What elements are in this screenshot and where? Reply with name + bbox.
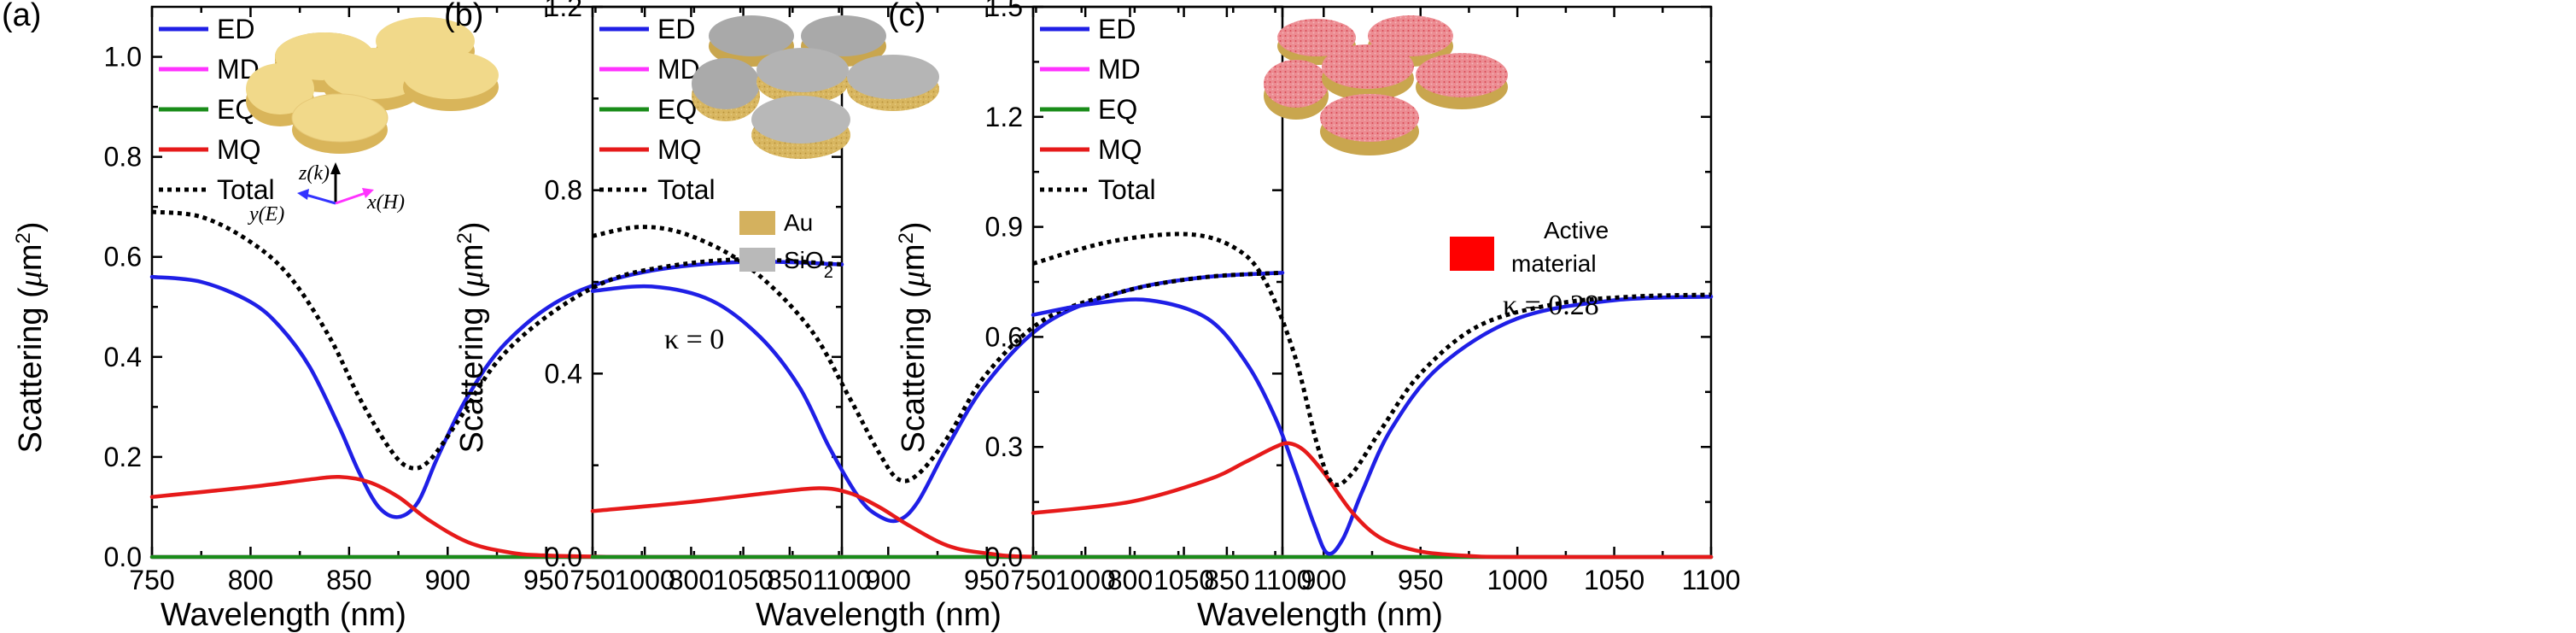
panel-a: (a) Scattering (μm2) Wavelength (nm) 750… xyxy=(2,0,871,633)
y-axis-title-a: Scattering (μm2) xyxy=(12,221,50,453)
sio2-swatch xyxy=(739,248,775,272)
y-axis-title-c: Scattering (μm2) xyxy=(895,221,932,453)
y-tick-label: 0.8 xyxy=(104,142,142,173)
panel-label-c: (c) xyxy=(888,0,926,33)
legend-label-total: Total xyxy=(1098,174,1156,205)
x-tick-label: 750 xyxy=(1010,565,1055,595)
x-tick-label: 900 xyxy=(1301,565,1346,595)
legend-label-ed: ED xyxy=(217,14,254,44)
au-swatch xyxy=(739,211,775,235)
series-line-total xyxy=(151,209,843,471)
x-tick-label: 1000 xyxy=(615,565,675,595)
x-tick-label: 850 xyxy=(326,565,371,595)
panel-c: (c) Scattering (μm2) Wavelength (nm) 750… xyxy=(888,0,1740,633)
legend-label-ed: ED xyxy=(657,14,695,44)
inset-a: z(k) y(E) x(H) xyxy=(246,17,499,226)
y-tick-label: 0.3 xyxy=(985,431,1023,462)
disk-array-gold-silica-icon xyxy=(692,15,939,159)
x-tick-label: 1100 xyxy=(1253,565,1312,595)
disk-array-gold-icon xyxy=(246,17,499,154)
series-line-total xyxy=(592,225,1283,484)
x-tick-label: 1000 xyxy=(1055,565,1116,595)
x-tick-label: 1050 xyxy=(1584,565,1644,595)
kappa-annotation-c: κ = 0.28 xyxy=(1503,290,1599,321)
active-material-swatch xyxy=(1450,237,1494,271)
series-line-mq xyxy=(590,486,1285,560)
legend-c: ED MD EQ MQ Total xyxy=(1040,14,1156,205)
x-tick-label: 950 xyxy=(1398,565,1443,595)
x-tick-label: 800 xyxy=(669,565,714,595)
legend-label-eq: EQ xyxy=(1098,94,1137,125)
svg-text:Scattering (μm2): Scattering (μm2) xyxy=(895,221,932,453)
series-line-mq xyxy=(1031,441,1714,560)
series-line-ed xyxy=(1031,294,1714,556)
y-tick-label: 0.0 xyxy=(104,542,142,572)
y-axis-arrow-icon xyxy=(305,193,336,205)
legend-label-mq: MQ xyxy=(1098,134,1142,165)
x-axis-title-b: Wavelength (nm) xyxy=(756,597,1002,633)
y-tick-label: 0.0 xyxy=(985,542,1023,572)
x-tick-label: 850 xyxy=(1204,565,1249,595)
legend-label-total: Total xyxy=(657,174,716,205)
y-tick-label: 0.6 xyxy=(104,242,142,273)
sio2-label: SiO2 xyxy=(784,247,833,282)
panel-label-b: (b) xyxy=(444,0,483,33)
svg-text:Scattering (μm2): Scattering (μm2) xyxy=(453,221,491,453)
y-tick-label: 1.2 xyxy=(545,0,582,22)
x-tick-label: 1050 xyxy=(713,565,774,595)
au-label: Au xyxy=(784,209,813,236)
y-tick-label: 1.0 xyxy=(104,42,142,73)
x-axis-title-a: Wavelength (nm) xyxy=(161,597,406,633)
x-tick-label: 1100 xyxy=(813,565,872,595)
x-tick-label: 900 xyxy=(866,565,911,595)
x-axis-label: x(H) xyxy=(366,191,405,214)
x-tick-label: 950 xyxy=(523,565,569,595)
x-tick-label: 800 xyxy=(228,565,273,595)
panel-b: (b) Scattering (μm2) Wavelength (nm) 750… xyxy=(444,0,1311,633)
y-tick-label: 0.4 xyxy=(104,342,142,372)
legend-label-total: Total xyxy=(217,174,275,205)
disk-array-active-icon xyxy=(1264,15,1508,155)
y-tick-label: 0.8 xyxy=(545,175,582,206)
legend-label-mq: MQ xyxy=(217,134,261,165)
x-tick-label: 750 xyxy=(570,565,615,595)
x-tick-label: 800 xyxy=(1107,565,1153,595)
y-axis-label: y(E) xyxy=(248,203,284,226)
series-line-total xyxy=(1032,232,1712,488)
y-tick-label: 1.2 xyxy=(985,102,1023,132)
series-line-ed xyxy=(590,271,1285,524)
x-axis-arrow-icon xyxy=(335,191,366,205)
x-tick-label: 900 xyxy=(425,565,470,595)
y-axis-title-b: Scattering (μm2) xyxy=(453,221,491,453)
x-tick-label: 1050 xyxy=(1154,565,1214,595)
y-tick-label: 1.5 xyxy=(985,0,1023,22)
legend-label-mq: MQ xyxy=(657,134,702,165)
x-tick-label: 750 xyxy=(129,565,174,595)
x-tick-label: 1100 xyxy=(1682,565,1741,595)
x-axis-title-c: Wavelength (nm) xyxy=(1197,597,1443,633)
y-tick-label: 0.0 xyxy=(545,542,582,572)
svg-text:Scattering (μm2): Scattering (μm2) xyxy=(12,221,50,453)
legend-label-ed: ED xyxy=(1098,14,1136,44)
series-line-mq xyxy=(149,474,844,560)
y-tick-label: 0.2 xyxy=(104,442,142,472)
x-tick-label: 1000 xyxy=(1487,565,1548,595)
y-tick-label: 0.9 xyxy=(985,212,1023,243)
x-tick-label: 850 xyxy=(767,565,812,595)
y-tick-label: 0.4 xyxy=(545,358,582,389)
y-tick-label: 0.6 xyxy=(985,321,1023,352)
legend-label-eq: EQ xyxy=(657,94,697,125)
legend-label-md: MD xyxy=(1098,54,1141,85)
x-tick-label: 950 xyxy=(964,565,1009,595)
active-material-label: Active material xyxy=(1511,217,1609,277)
panel-label-a: (a) xyxy=(2,0,41,33)
series-line-ed xyxy=(149,260,844,519)
z-axis-label: z(k) xyxy=(298,162,330,185)
kappa-annotation-b: κ = 0 xyxy=(664,324,724,355)
